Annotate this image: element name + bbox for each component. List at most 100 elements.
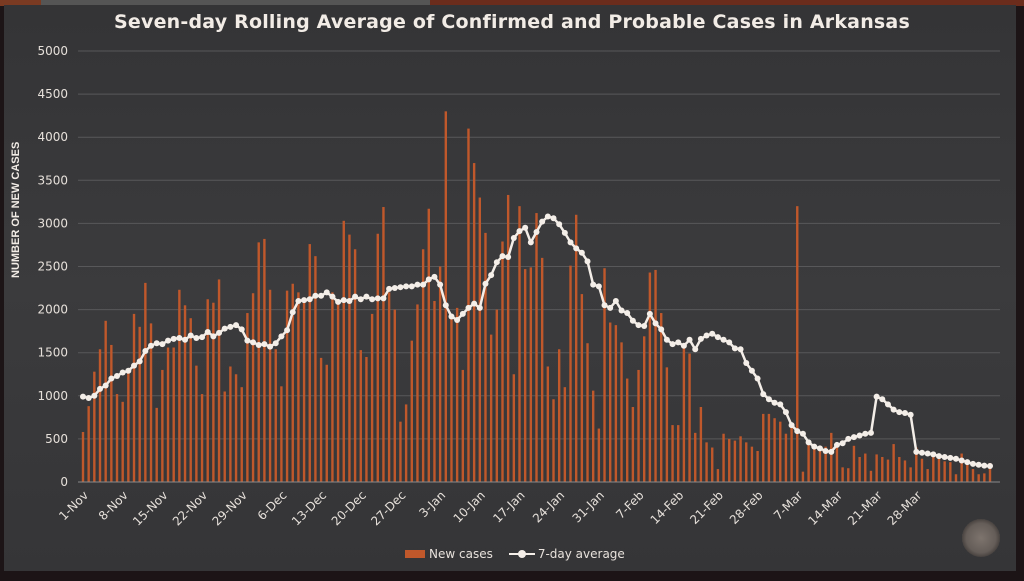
bar [852, 445, 856, 482]
bar [557, 349, 561, 482]
bar [694, 432, 697, 482]
bar [399, 421, 402, 482]
bar [501, 241, 504, 482]
avg-point [748, 367, 755, 374]
avg-point [782, 409, 789, 416]
bar [858, 457, 861, 482]
avg-point [510, 235, 517, 242]
avg-point [323, 289, 330, 296]
x-tick-label: 6-Dec [255, 488, 290, 523]
legend-label-7-day-average: 7-day average [537, 547, 625, 561]
y-tick-label: 4000 [37, 130, 68, 144]
bar [495, 309, 499, 482]
bar [251, 293, 255, 482]
bar [824, 446, 827, 482]
bar [864, 453, 867, 482]
x-tick-label: 14-Mar [805, 488, 845, 528]
bar [268, 289, 272, 482]
avg-point [295, 297, 302, 304]
bar [966, 464, 969, 482]
avg-point [448, 313, 455, 320]
bar [733, 440, 737, 482]
bar [574, 214, 578, 482]
bar [682, 347, 686, 482]
bar [665, 367, 669, 482]
avg-point [646, 310, 653, 317]
bar [93, 371, 96, 482]
avg-point [233, 322, 240, 329]
avg-point [425, 276, 432, 283]
bar [648, 272, 652, 482]
bar [178, 289, 181, 482]
avg-point [204, 329, 211, 336]
avg-point [958, 457, 965, 464]
avg-point [278, 333, 285, 340]
avg-point [618, 307, 625, 314]
avg-point [199, 334, 206, 341]
bar [274, 349, 277, 482]
bar [637, 369, 640, 482]
bar [506, 194, 510, 483]
bar [835, 444, 839, 482]
bar [552, 399, 555, 482]
avg-point [794, 428, 801, 435]
avg-point [799, 430, 806, 437]
x-tick-label: 28-Feb [727, 488, 766, 527]
bar [325, 364, 328, 482]
avg-point [386, 285, 393, 292]
avg-point [284, 327, 291, 334]
avg-point [227, 323, 234, 330]
avg-point [935, 453, 942, 460]
bar [881, 457, 884, 482]
bar [603, 268, 606, 482]
avg-point [635, 322, 642, 329]
bar [387, 292, 391, 482]
bar [518, 206, 521, 482]
bar [138, 326, 141, 482]
y-tick-label: 1500 [37, 346, 68, 360]
avg-point [505, 254, 512, 261]
bar [155, 407, 158, 482]
bar [677, 425, 680, 482]
bar [728, 438, 731, 482]
bar [563, 387, 567, 482]
avg-point [811, 443, 818, 450]
x-tick-label: 24-Jan [530, 488, 567, 525]
bar [960, 453, 963, 482]
y-tick-label: 1000 [37, 389, 68, 403]
bar [308, 244, 311, 482]
avg-point [947, 454, 954, 461]
x-tick-label: 14-Feb [648, 488, 687, 527]
bar [217, 279, 221, 482]
x-tick-label: 27-Dec [368, 488, 408, 528]
bar [234, 374, 238, 482]
avg-point [816, 445, 823, 452]
bar [433, 300, 436, 482]
bar [983, 473, 986, 482]
bar [195, 365, 198, 482]
avg-point [590, 281, 597, 288]
bar [98, 349, 102, 482]
avg-point [397, 284, 404, 291]
bar [626, 378, 629, 482]
avg-point [714, 334, 721, 341]
bar [546, 366, 550, 482]
avg-point [941, 454, 948, 461]
avg-point [527, 239, 534, 246]
bar [620, 342, 623, 482]
avg-point [952, 455, 959, 462]
avg-point [578, 249, 585, 256]
avg-point [522, 224, 529, 231]
avg-point [131, 362, 138, 369]
avg-point [329, 293, 336, 300]
avg-point [867, 429, 874, 436]
bar [739, 436, 742, 482]
avg-point [91, 392, 98, 399]
bar [920, 458, 924, 482]
bar [104, 320, 107, 482]
avg-point [641, 322, 648, 329]
avg-point [907, 411, 914, 418]
avg-point [403, 283, 410, 290]
avg-point [692, 346, 699, 353]
